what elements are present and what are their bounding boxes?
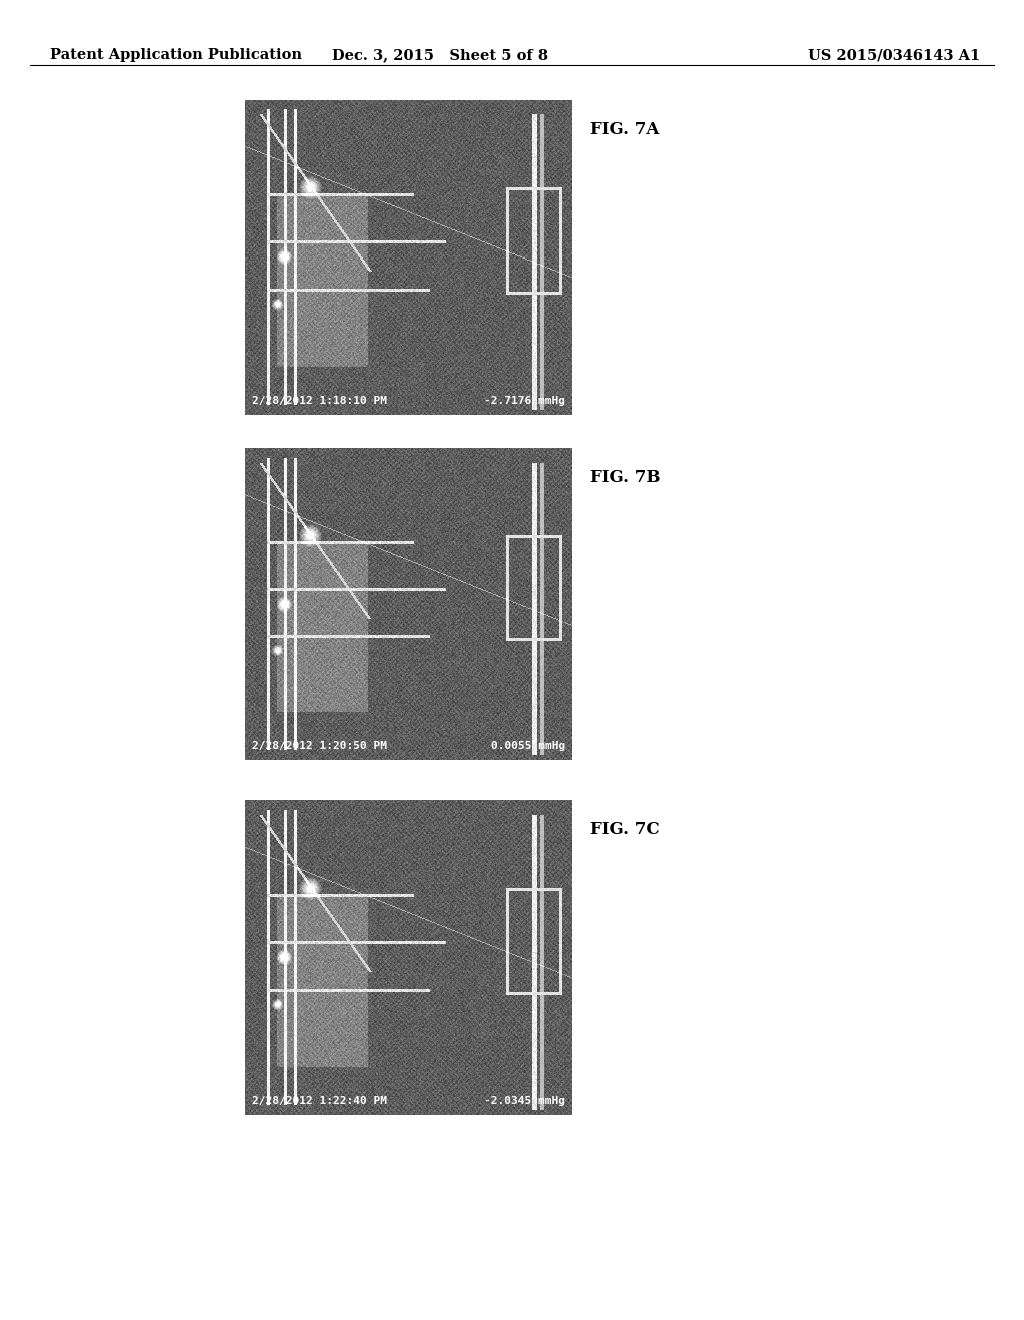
Text: -2.7176 mmHg: -2.7176 mmHg <box>484 396 565 407</box>
Text: -2.0345 mmHg: -2.0345 mmHg <box>484 1096 565 1106</box>
Text: FIG. 7C: FIG. 7C <box>590 821 659 838</box>
Text: FIG. 7B: FIG. 7B <box>590 470 660 487</box>
Text: 2/28/2012 1:18:10 PM: 2/28/2012 1:18:10 PM <box>252 396 386 407</box>
Text: 2/28/2012 1:22:40 PM: 2/28/2012 1:22:40 PM <box>252 1096 386 1106</box>
Text: Dec. 3, 2015   Sheet 5 of 8: Dec. 3, 2015 Sheet 5 of 8 <box>332 49 548 62</box>
Text: US 2015/0346143 A1: US 2015/0346143 A1 <box>808 49 980 62</box>
Text: 0.0055 mmHg: 0.0055 mmHg <box>492 741 565 751</box>
Text: Patent Application Publication: Patent Application Publication <box>50 49 302 62</box>
Text: FIG. 7A: FIG. 7A <box>590 121 659 139</box>
Text: 2/28/2012 1:20:50 PM: 2/28/2012 1:20:50 PM <box>252 741 386 751</box>
